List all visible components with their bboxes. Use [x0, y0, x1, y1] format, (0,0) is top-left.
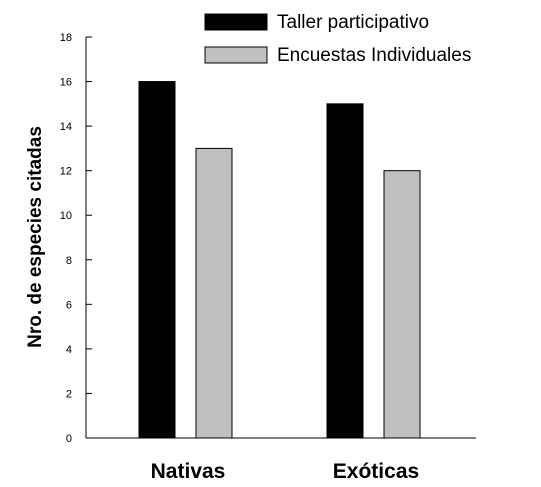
category-label: Nativas	[151, 460, 226, 483]
y-tick-label: 10	[60, 210, 72, 222]
y-axis: 0 2 4 6 8 10 12 14 16 18	[60, 32, 92, 445]
category-labels: Nativas Exóticas	[151, 460, 420, 483]
legend: Taller participativo Encuestas Individual…	[205, 12, 471, 66]
bar-encuestas-1	[384, 171, 420, 438]
y-tick-label: 8	[66, 255, 72, 267]
legend-label: Taller participativo	[277, 12, 429, 33]
legend-label: Encuestas Individuales	[277, 45, 471, 66]
y-tick-label: 0	[66, 433, 72, 445]
y-tick-label: 14	[60, 121, 72, 133]
y-tick-label: 2	[66, 388, 72, 400]
legend-swatch	[205, 47, 267, 63]
legend-swatch	[205, 14, 267, 30]
bar-taller-0	[139, 82, 175, 438]
bar-encuestas-0	[196, 148, 232, 438]
category-label: Exóticas	[333, 460, 419, 483]
y-tick-label: 18	[60, 32, 72, 44]
y-tick-label: 12	[60, 166, 72, 178]
y-tick-label: 6	[66, 299, 72, 311]
y-tick-label: 4	[66, 344, 72, 356]
bar-taller-1	[327, 104, 363, 438]
y-tick-label: 16	[60, 77, 72, 89]
y-axis-title: Nro. de especies citadas	[25, 126, 46, 348]
bars-group	[139, 82, 420, 438]
